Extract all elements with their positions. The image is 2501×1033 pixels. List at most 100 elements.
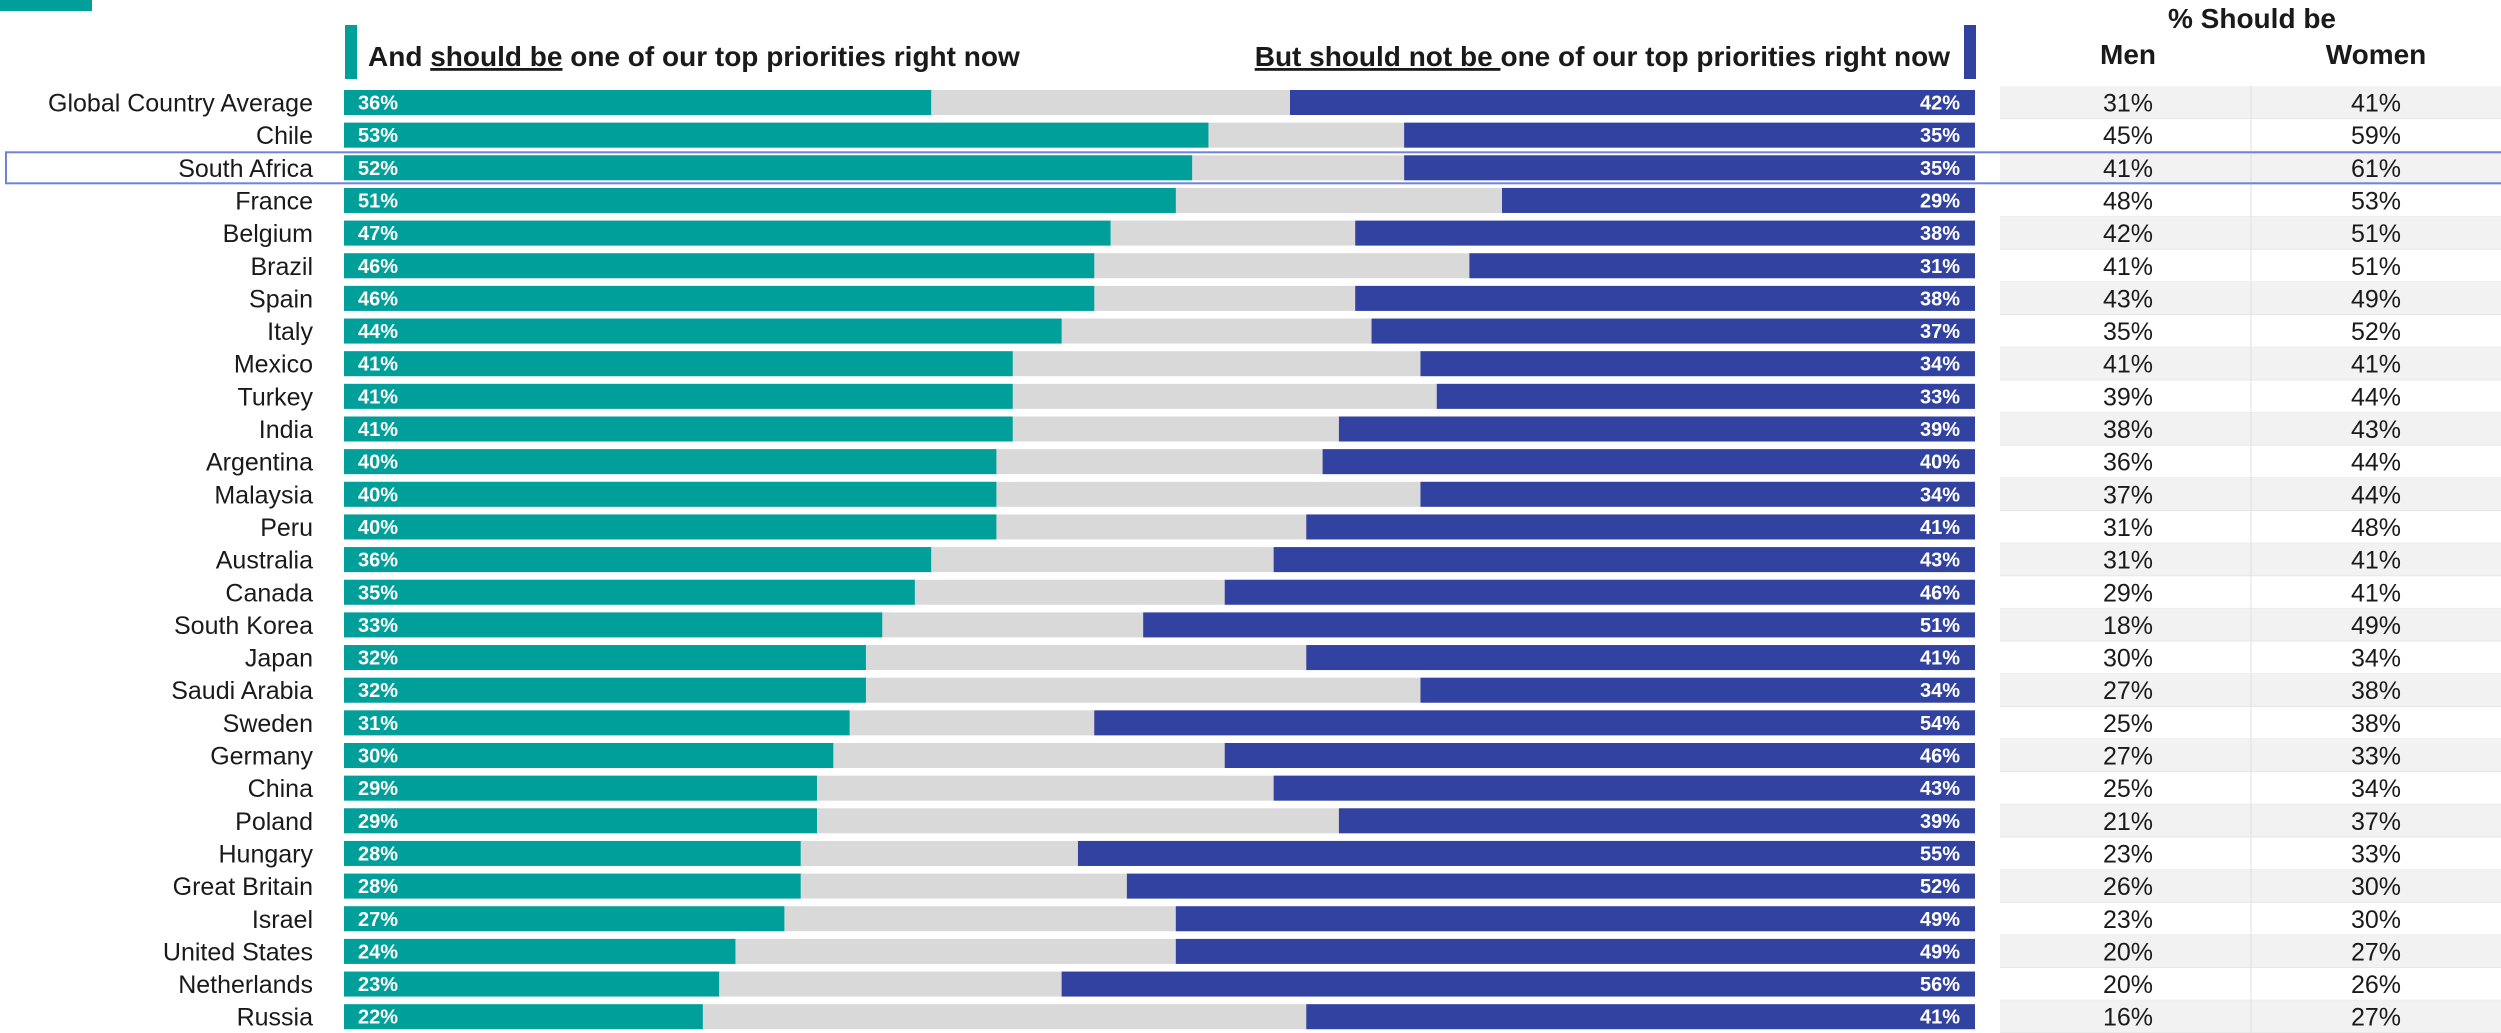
women-value: 27% xyxy=(2351,938,2401,966)
right-header-underlined: But should not be xyxy=(1255,41,1501,72)
should-be-value-label: 36% xyxy=(358,550,398,572)
women-value: 33% xyxy=(2351,743,2401,771)
should-not-be-value-label: 43% xyxy=(1920,550,1960,572)
should-not-be-bar-segment xyxy=(1273,547,1975,573)
should-be-value-label: 23% xyxy=(358,974,398,996)
men-value: 41% xyxy=(2103,351,2153,379)
right-header-suffix: one of our top priorities right now xyxy=(1500,41,1950,72)
should-be-value-label: 22% xyxy=(358,1007,398,1029)
should-not-be-bar-segment xyxy=(1404,122,1975,148)
should-not-be-bar-segment xyxy=(1175,906,1975,932)
women-column-header: Women xyxy=(2326,39,2427,70)
country-label: Peru xyxy=(260,514,313,542)
table-row: United States 24% 49% 20% 27% xyxy=(163,938,2401,966)
should-not-be-value-label: 46% xyxy=(1920,582,1960,604)
right-header-accent xyxy=(1964,25,1976,79)
should-not-be-bar-segment xyxy=(1502,187,1975,213)
should-not-be-bar-segment xyxy=(1469,253,1975,279)
should-not-be-bar-segment xyxy=(1126,873,1975,899)
table-row: Saudi Arabia 32% 34% 27% 38% xyxy=(171,677,2401,705)
country-label: Canada xyxy=(225,579,313,607)
should-not-be-bar-segment xyxy=(1306,514,1975,540)
corner-accent-bar xyxy=(0,0,92,11)
should-be-bar-segment xyxy=(344,122,1209,148)
men-value: 27% xyxy=(2103,743,2153,771)
should-not-be-value-label: 52% xyxy=(1920,876,1960,898)
women-value: 37% xyxy=(2351,808,2401,836)
should-be-value-label: 28% xyxy=(358,843,398,865)
should-be-value-label: 27% xyxy=(358,909,398,931)
table-row: Netherlands 23% 56% 20% 26% xyxy=(178,971,2401,999)
table-row: Brazil 46% 31% 41% 51% xyxy=(250,253,2401,281)
table-row: France 51% 29% 48% 53% xyxy=(235,187,2401,215)
should-not-be-bar-segment xyxy=(1322,449,1975,475)
country-label: Sweden xyxy=(223,710,313,738)
table-row: Australia 36% 43% 31% 41% xyxy=(216,547,2401,575)
country-label: Netherlands xyxy=(178,971,313,999)
should-be-bar-segment xyxy=(344,645,866,671)
country-label: Malaysia xyxy=(214,481,313,509)
should-not-be-value-label: 41% xyxy=(1920,517,1960,539)
country-label: Chile xyxy=(256,122,313,150)
left-header: And should be one of our top priorities … xyxy=(368,41,1020,72)
should-be-bar-segment xyxy=(344,775,817,801)
should-not-be-bar-segment xyxy=(1061,971,1975,997)
should-not-be-value-label: 29% xyxy=(1920,190,1960,212)
should-not-be-value-label: 54% xyxy=(1920,713,1960,735)
should-not-be-bar-segment xyxy=(1420,481,1975,507)
should-be-bar-segment xyxy=(344,612,883,638)
left-header-suffix: one of our top priorities right now xyxy=(562,41,1020,72)
should-not-be-bar-segment xyxy=(1273,775,1975,801)
men-value: 41% xyxy=(2103,253,2153,281)
should-not-be-bar-segment xyxy=(1224,579,1975,605)
should-be-bar-segment xyxy=(344,351,1013,377)
should-be-bar-segment xyxy=(344,547,932,573)
should-not-be-value-label: 49% xyxy=(1920,909,1960,931)
should-not-be-value-label: 39% xyxy=(1920,811,1960,833)
country-label: Turkey xyxy=(238,383,314,411)
should-be-bar-segment xyxy=(344,416,1013,442)
should-not-be-value-label: 51% xyxy=(1920,615,1960,637)
women-value: 49% xyxy=(2351,285,2401,313)
should-be-bar-segment xyxy=(344,1004,703,1030)
country-label: United States xyxy=(163,938,313,966)
table-row: Italy 44% 37% 35% 52% xyxy=(267,318,2401,346)
should-not-be-value-label: 34% xyxy=(1920,354,1960,376)
country-label: India xyxy=(259,416,313,444)
should-be-bar-segment xyxy=(344,938,736,964)
should-not-be-value-label: 34% xyxy=(1920,680,1960,702)
should-be-bar-segment xyxy=(344,971,720,997)
should-be-bar-segment xyxy=(344,906,785,932)
table-row: Mexico 41% 34% 41% 41% xyxy=(234,351,2401,379)
men-value: 42% xyxy=(2103,220,2153,248)
should-be-bar-segment xyxy=(344,383,1013,409)
women-value: 59% xyxy=(2351,122,2401,150)
should-not-be-bar-segment xyxy=(1224,743,1975,768)
should-be-value-label: 41% xyxy=(358,386,398,408)
table-row: Chile 53% 35% 45% 59% xyxy=(256,122,2401,150)
table-row: Global Country Average 36% 42% 31% 41% xyxy=(48,90,2401,118)
should-not-be-bar-segment xyxy=(1436,383,1975,409)
should-be-value-label: 40% xyxy=(358,517,398,539)
should-not-be-value-label: 38% xyxy=(1920,288,1960,310)
should-be-value-label: 31% xyxy=(358,713,398,735)
highlight-row-outline xyxy=(5,151,2501,185)
men-value: 45% xyxy=(2103,122,2153,150)
should-be-bar-segment xyxy=(344,808,817,834)
chart-rows: Global Country Average 36% 42% 31% 41% Chile 5… xyxy=(48,90,2401,1032)
table-row: Turkey 41% 33% 39% 44% xyxy=(238,383,2402,411)
women-value: 30% xyxy=(2351,873,2401,901)
table-row: Canada 35% 46% 29% 41% xyxy=(225,579,2401,607)
should-not-be-bar-segment xyxy=(1371,318,1975,344)
should-be-value-label: 30% xyxy=(358,746,398,768)
men-value: 26% xyxy=(2103,873,2153,901)
should-be-value-label: 46% xyxy=(358,256,398,278)
should-be-bar-segment xyxy=(344,481,997,507)
country-label: Saudi Arabia xyxy=(171,677,313,705)
men-value: 35% xyxy=(2103,318,2153,346)
country-label: South Africa xyxy=(178,155,313,183)
country-label: Global Country Average xyxy=(48,90,313,118)
should-be-value-label: 32% xyxy=(358,648,398,670)
should-be-value-label: 29% xyxy=(358,811,398,833)
women-value: 51% xyxy=(2351,253,2401,281)
